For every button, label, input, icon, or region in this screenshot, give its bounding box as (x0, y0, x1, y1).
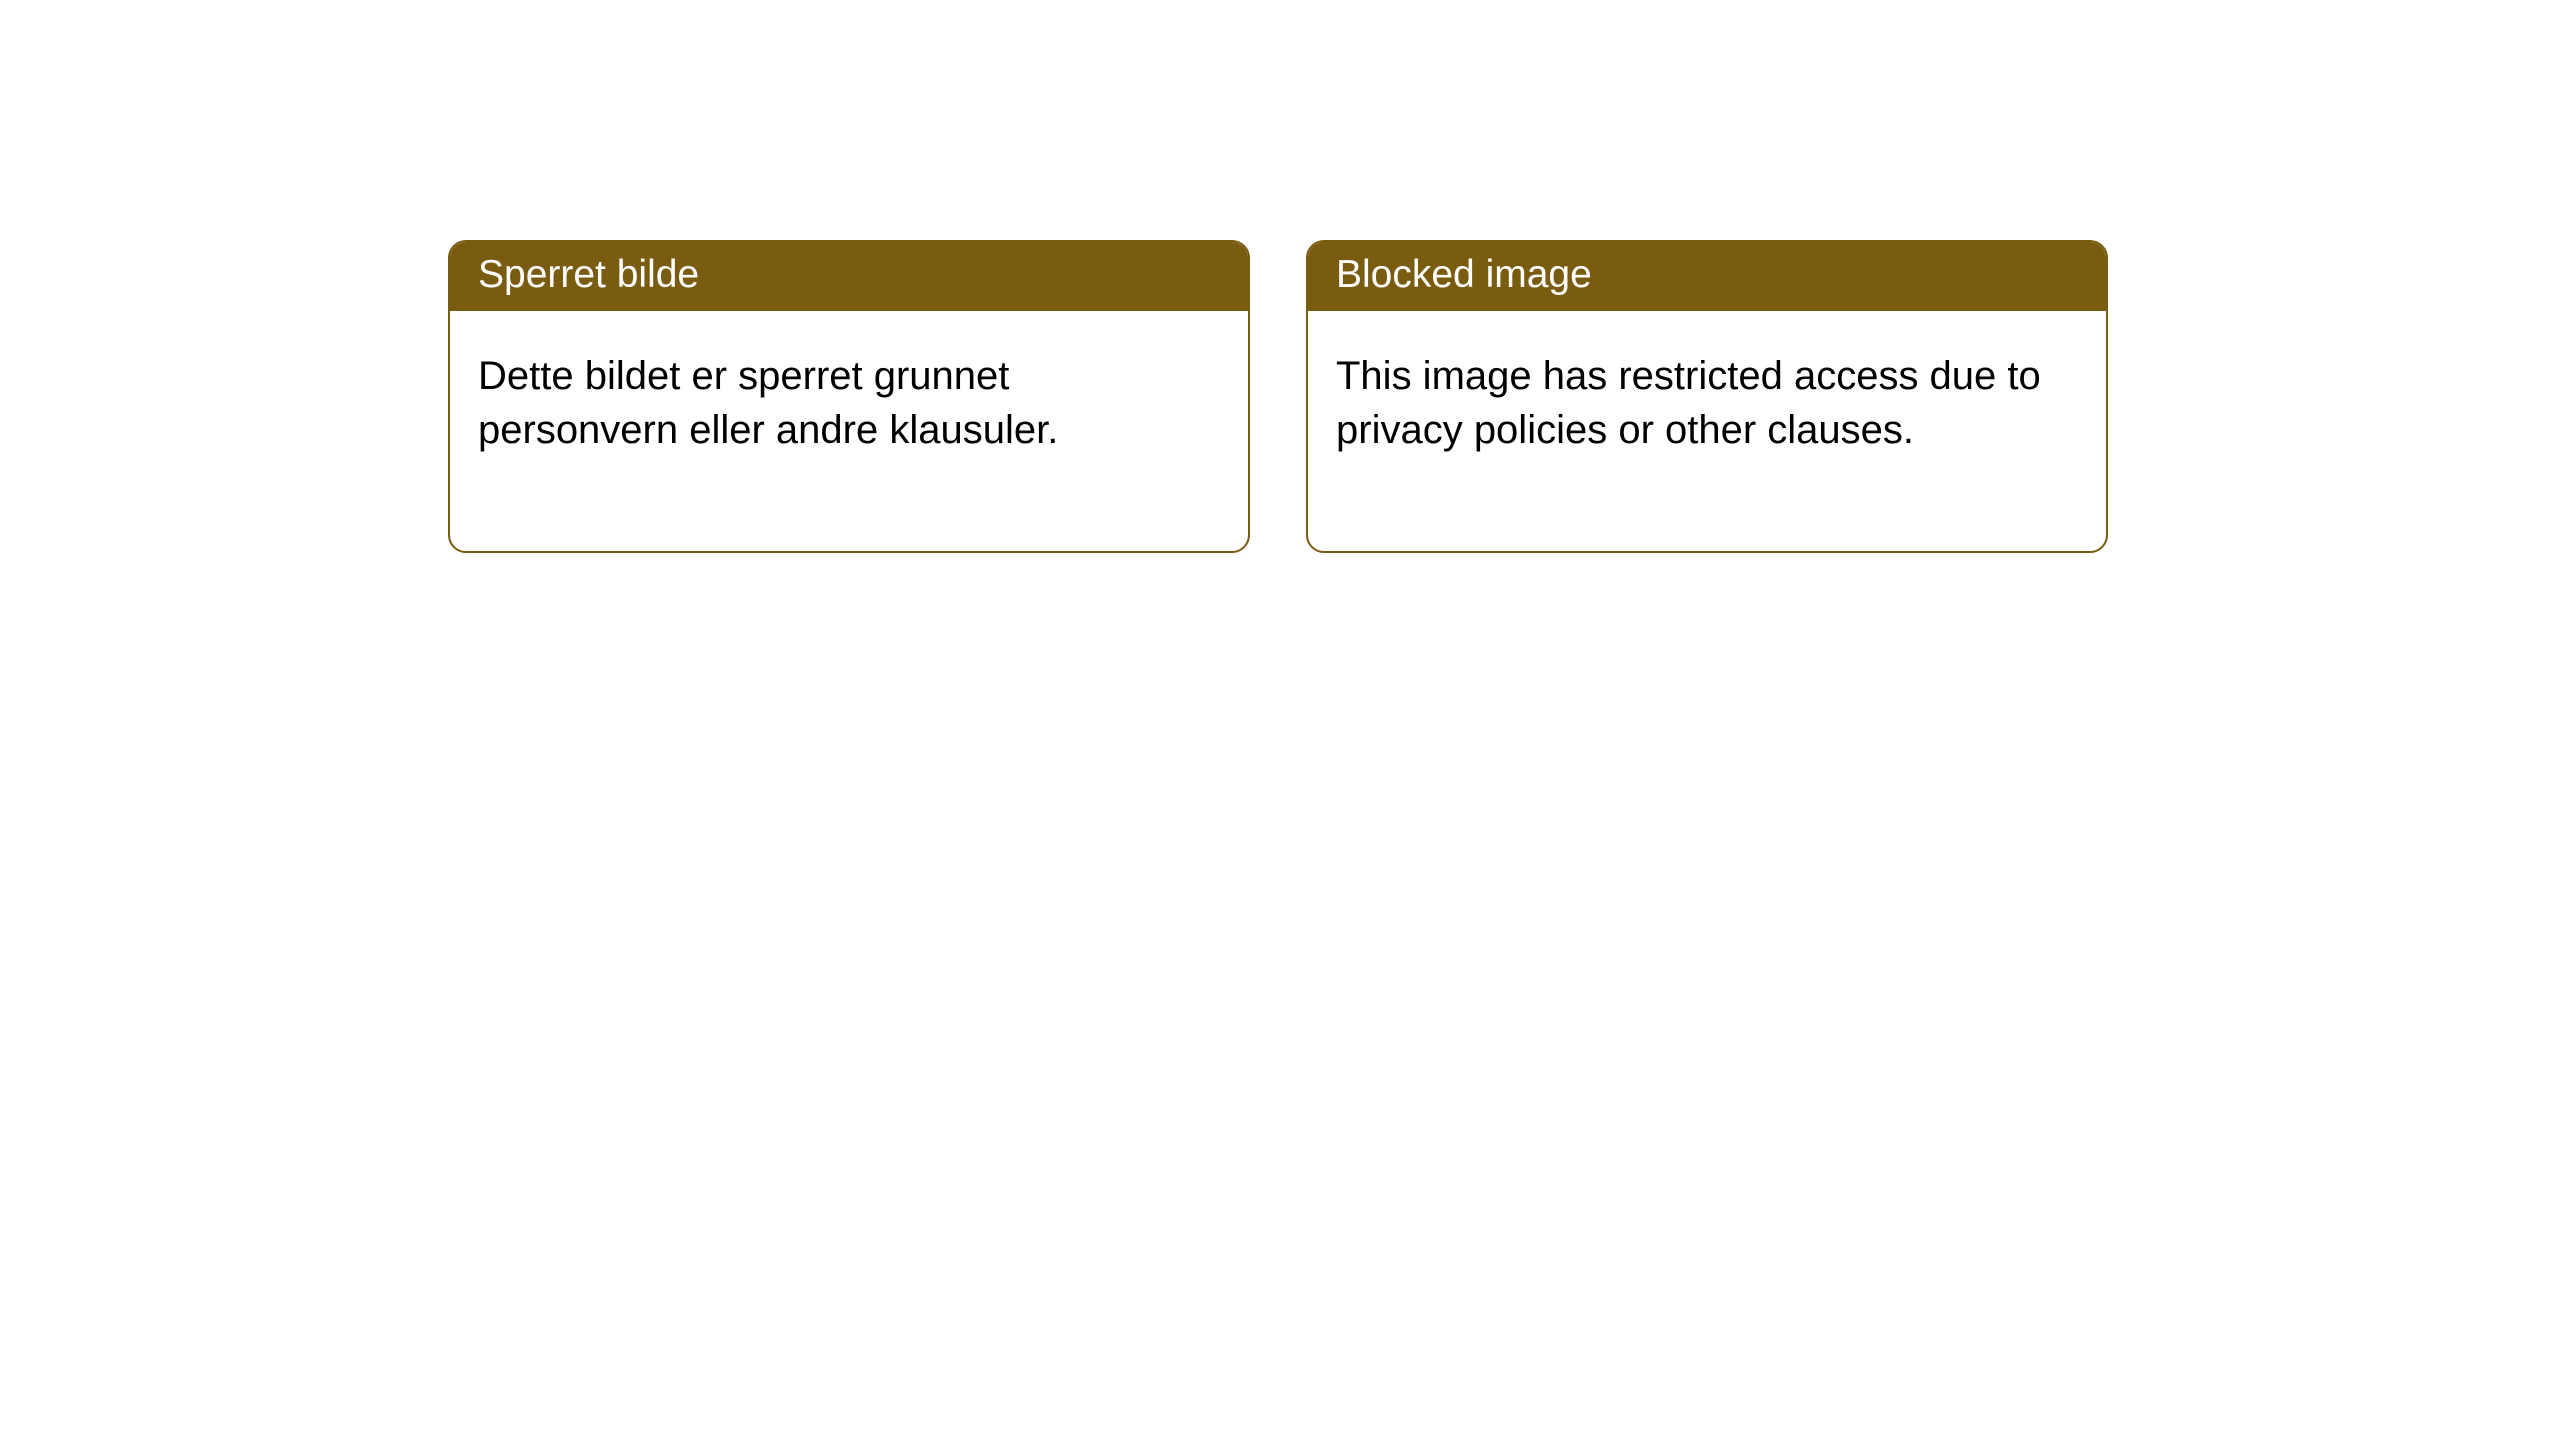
notice-card-english: Blocked image This image has restricted … (1306, 240, 2108, 553)
notice-card-norwegian: Sperret bilde Dette bildet er sperret gr… (448, 240, 1250, 553)
card-header: Blocked image (1308, 242, 2106, 311)
card-body: Dette bildet er sperret grunnet personve… (450, 311, 1248, 551)
notice-container: Sperret bilde Dette bildet er sperret gr… (448, 240, 2108, 553)
card-header: Sperret bilde (450, 242, 1248, 311)
card-body: This image has restricted access due to … (1308, 311, 2106, 551)
